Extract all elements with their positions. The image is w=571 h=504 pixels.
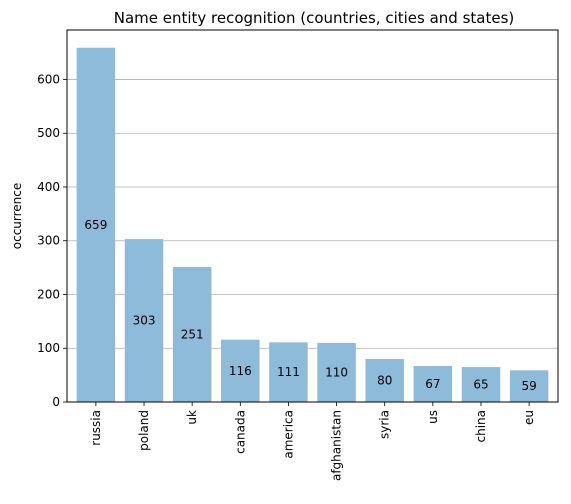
bar-eu [509,370,549,402]
x-tick-label: us [426,410,440,424]
data-label: 65 [473,378,488,392]
x-tick-label: poland [137,410,151,451]
data-label: 67 [425,377,440,391]
y-tick-label: 200 [37,287,60,301]
data-label: 251 [181,328,204,342]
bar-america [269,342,308,402]
bar-afghanistan [317,342,356,402]
y-tick-label: 300 [37,234,60,248]
y-tick-label: 0 [52,395,60,409]
bar-russia [76,47,116,403]
chart-title: Name entity recognition (countries, citi… [114,9,515,27]
data-label: 303 [133,314,156,328]
x-tick-label: america [281,410,295,459]
x-tick-label: afghanistan [330,410,344,481]
x-tick-label: canada [233,410,247,454]
data-label: 80 [377,373,392,387]
y-tick-label: 100 [37,341,60,355]
y-tick-label: 500 [37,126,60,140]
x-axis-ticks: russia poland uk canada america afghanistan sy… [89,402,536,481]
y-axis-ticks: 0 100 200 300 400 500 600 [37,72,67,409]
x-tick-label: russia [89,410,103,446]
data-label: 116 [229,364,252,378]
data-labels: 659 303 251 116 111 110 80 67 65 59 [84,218,536,393]
bar-china [461,367,501,402]
data-label: 111 [277,365,300,379]
bar-us [413,365,453,402]
bars [76,47,549,403]
y-tick-label: 600 [37,72,60,86]
y-axis-label: occurrence [10,183,24,250]
data-label: 659 [84,218,107,232]
bar-poland [124,239,164,402]
data-label: 59 [521,379,536,393]
plot-frame [66,29,559,403]
bar-uk [172,267,212,402]
data-label: 110 [325,365,348,379]
bar-syria [365,358,404,402]
bar-canada [221,339,260,402]
x-tick-label: china [474,410,488,443]
y-tick-label: 400 [37,180,60,194]
x-tick-label: eu [522,410,536,425]
x-tick-label: syria [378,410,392,439]
x-tick-label: uk [185,410,199,425]
